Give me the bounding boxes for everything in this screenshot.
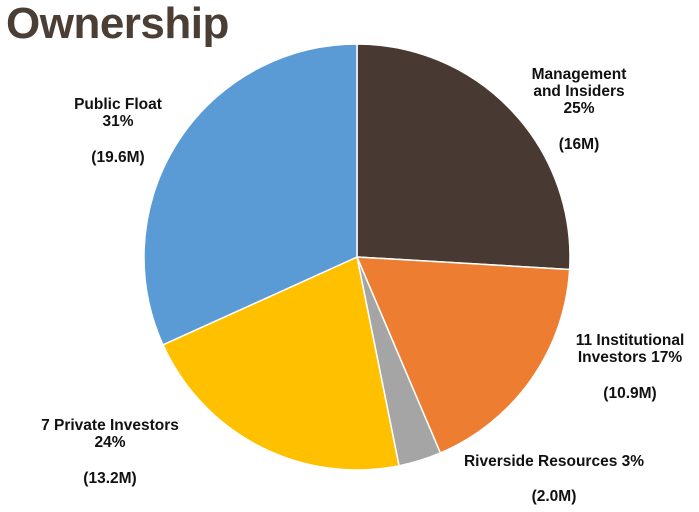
pie-slice-1: [356, 43, 571, 271]
pie-slice-5: [143, 43, 358, 346]
slice-name-line: 7 Private Investors: [41, 417, 179, 434]
slice-value: (13.2M): [83, 470, 137, 487]
slice-label-management: Management and Insiders 25% (16M): [519, 66, 639, 153]
slice-name-line: Investors: [577, 349, 647, 366]
slice-label-riverside: Riverside Resources 3% (2.0M): [446, 453, 662, 505]
slice-label-public-float: Public Float 31% (19.6M): [58, 96, 178, 166]
slice-label-private: 7 Private Investors 24% (13.2M): [22, 417, 198, 487]
slice-value: (16M): [558, 136, 600, 153]
pie-slices: [143, 43, 571, 471]
pie-slice-4: [162, 256, 400, 471]
pie-slice-2: [356, 256, 571, 454]
slice-percent: 31%: [102, 113, 134, 130]
slice-percent: 24%: [94, 434, 126, 451]
chart-title: Ownership: [6, 0, 229, 48]
slice-name-line: Management: [531, 66, 627, 83]
slice-value: (19.6M): [91, 149, 145, 166]
slice-percent: 17%: [651, 349, 683, 366]
slice-value: (2.0M): [531, 488, 577, 505]
slice-percent: 25%: [563, 100, 595, 117]
slice-name-line: Public Float: [74, 96, 162, 113]
slice-name-line: Riverside Resources: [463, 453, 618, 470]
slice-value: (10.9M): [603, 385, 657, 402]
slice-name-line: and Insiders: [533, 83, 625, 100]
slice-percent: 3%: [621, 453, 645, 470]
slice-name-line: 11 Institutional: [575, 332, 685, 349]
slice-label-institutional: 11 Institutional Investors 17% (10.9M): [562, 332, 698, 402]
